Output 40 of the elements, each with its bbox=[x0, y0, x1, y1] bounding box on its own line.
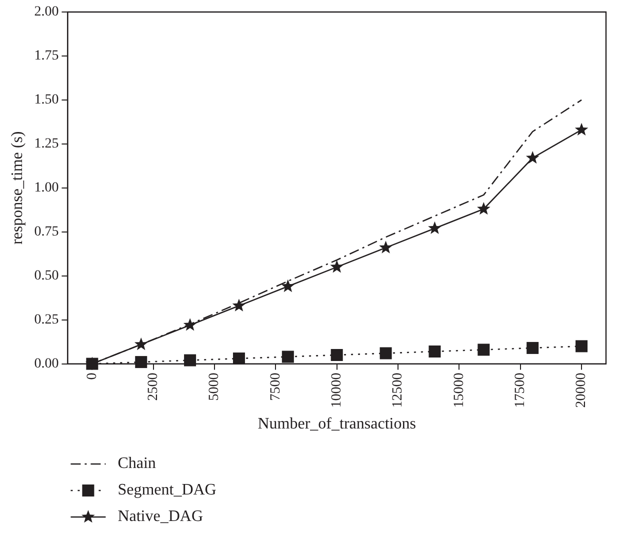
y-tick-label: 1.50 bbox=[34, 92, 59, 108]
y-tick-label: 0.75 bbox=[34, 224, 59, 240]
point bbox=[134, 337, 148, 350]
y-tick-label: 0.50 bbox=[34, 268, 59, 284]
point bbox=[379, 240, 392, 254]
x-tick-label: 17500 bbox=[513, 372, 528, 408]
y-tick-label: 2.00 bbox=[34, 4, 59, 20]
point bbox=[232, 298, 246, 312]
point bbox=[428, 221, 442, 234]
point bbox=[478, 344, 490, 356]
point bbox=[576, 340, 588, 352]
legend-label: Native_DAG bbox=[118, 508, 204, 526]
point bbox=[282, 350, 294, 363]
x-tick-label: 15000 bbox=[452, 372, 467, 408]
x-tick-label: 2500 bbox=[146, 372, 162, 401]
y-axis-title: response_time (s) bbox=[8, 131, 26, 245]
x-tick-label: 12500 bbox=[390, 372, 406, 408]
x-tick-label: 7500 bbox=[268, 372, 284, 401]
point bbox=[428, 345, 441, 358]
x-tick-label: 20000 bbox=[574, 372, 590, 408]
point bbox=[477, 202, 490, 215]
point bbox=[281, 279, 295, 292]
y-tick-label: 1.00 bbox=[34, 180, 59, 196]
y-tick-label: 1.25 bbox=[34, 136, 59, 152]
legend-label: Chain bbox=[118, 455, 156, 472]
point bbox=[526, 150, 540, 164]
point bbox=[574, 122, 588, 136]
point bbox=[526, 342, 539, 354]
point bbox=[183, 318, 197, 331]
x-tick-label: 10000 bbox=[330, 372, 345, 408]
y-tick-label: 0.25 bbox=[34, 312, 59, 328]
x-tick-label: 5000 bbox=[207, 372, 222, 401]
point bbox=[380, 347, 392, 360]
x-axis-title: Number_of_transactions bbox=[258, 416, 416, 433]
legend-label: Segment_DAG bbox=[118, 482, 217, 499]
point bbox=[330, 349, 343, 362]
y-tick-label: 1.75 bbox=[34, 48, 59, 64]
y-tick-label: 0.00 bbox=[34, 356, 59, 372]
point bbox=[330, 260, 344, 273]
x-tick-label: 0 bbox=[84, 372, 100, 380]
